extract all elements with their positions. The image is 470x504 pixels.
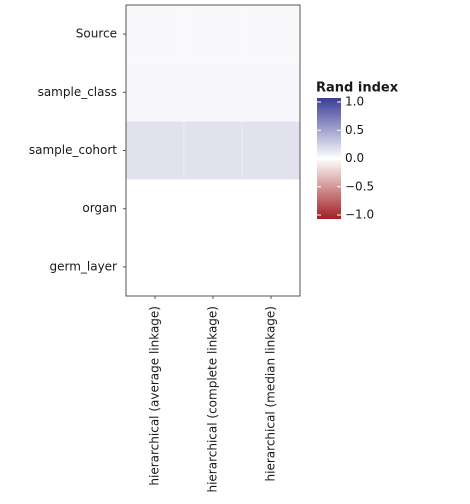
heatmap-cell bbox=[241, 179, 301, 239]
x-tick-label: hierarchical (average linkage) bbox=[148, 306, 162, 486]
y-tick-label: Source bbox=[76, 27, 117, 41]
heatmap-cell bbox=[125, 62, 185, 122]
heatmap-cell bbox=[241, 4, 301, 64]
x-tick-label: hierarchical (median linkage) bbox=[264, 306, 278, 481]
x-tick-label: hierarchical (complete linkage) bbox=[206, 306, 220, 493]
colorbar-title: Rand index bbox=[316, 81, 399, 96]
heatmap-cell bbox=[125, 179, 185, 239]
colorbar-tick-label: −1.0 bbox=[345, 208, 374, 222]
y-tick-label: sample_cohort bbox=[29, 143, 117, 157]
heatmap-cell bbox=[125, 4, 185, 64]
colorbar-tick-label: 0.0 bbox=[345, 151, 364, 165]
y-tick-label: sample_class bbox=[38, 85, 117, 99]
y-tick-label: germ_layer bbox=[49, 259, 117, 273]
heatmap-cell bbox=[241, 121, 301, 180]
y-tick-label: organ bbox=[82, 201, 117, 215]
heatmap-cell bbox=[241, 237, 301, 297]
colorbar-tick-label: 1.0 bbox=[345, 95, 364, 109]
heatmap-cell bbox=[183, 179, 243, 239]
heatmap-cell bbox=[183, 121, 243, 180]
heatmap-cell bbox=[183, 237, 243, 297]
heatmap-cell bbox=[183, 4, 243, 64]
heatmap-cell bbox=[125, 237, 185, 297]
heatmap-cell bbox=[183, 62, 243, 122]
heatmap-cell bbox=[125, 121, 185, 180]
colorbar-tick-label: 0.5 bbox=[345, 123, 364, 137]
heatmap-cell bbox=[241, 62, 301, 122]
colorbar-tick-label: −0.5 bbox=[345, 179, 374, 193]
